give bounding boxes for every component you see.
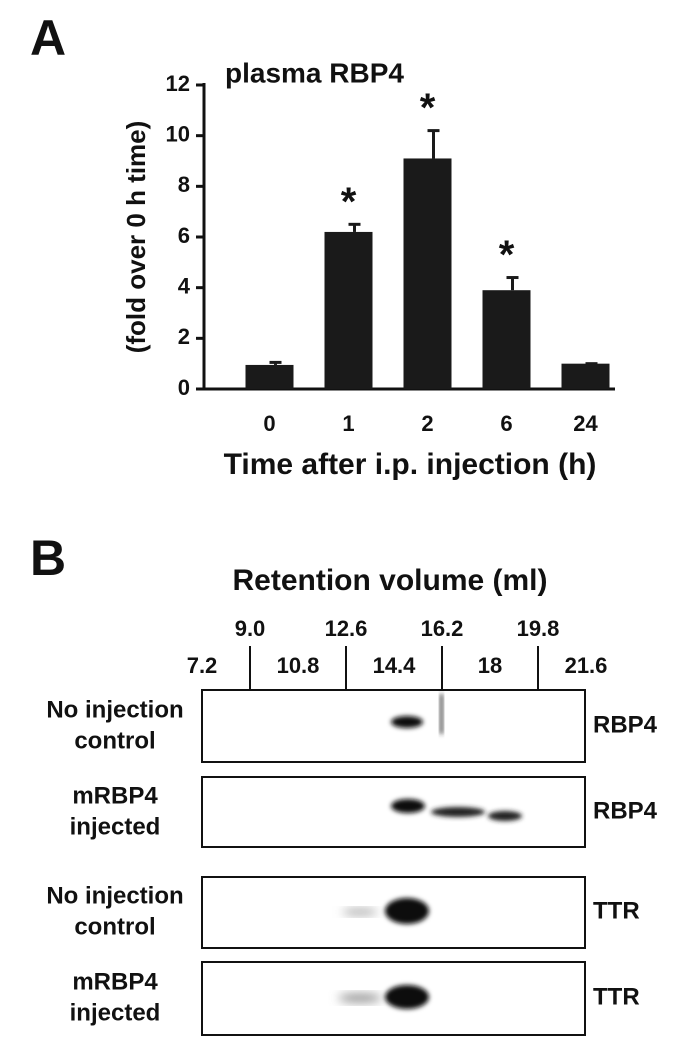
x-tick-label: 1 — [342, 411, 354, 436]
y-tick-label: 10 — [166, 121, 190, 146]
band — [385, 985, 429, 1009]
protein-label: TTR — [593, 897, 640, 924]
y-tick-label: 12 — [166, 71, 190, 96]
x-tick-label: 19.8 — [517, 616, 560, 641]
band — [488, 811, 522, 821]
band — [391, 716, 423, 728]
chart-title: plasma RBP4 — [225, 57, 404, 88]
x-axis-label: Time after i.p. injection (h) — [224, 448, 597, 481]
blot-frame — [201, 776, 586, 848]
x-tick-label: 24 — [573, 411, 598, 436]
y-tick-label: 6 — [178, 223, 190, 248]
y-axis-label: (fold over 0 h time) — [121, 121, 151, 354]
significance-mark: * — [499, 233, 515, 277]
row-label: mRBP4 — [72, 782, 158, 809]
significance-mark: * — [341, 180, 357, 224]
x-tick-label: 2 — [421, 411, 433, 436]
y-tick-label: 8 — [178, 172, 190, 197]
x-tick-label: 6 — [500, 411, 512, 436]
x-tick-label: 21.6 — [565, 653, 608, 678]
x-tick-label: 9.0 — [235, 616, 266, 641]
x-tick-label: 18 — [478, 653, 502, 678]
x-tick-label: 0 — [263, 411, 275, 436]
panel-label: A — [30, 10, 66, 66]
bar — [245, 364, 294, 389]
band — [431, 807, 485, 817]
protein-label: RBP4 — [593, 711, 658, 738]
row-label: No injection — [46, 696, 183, 723]
bar — [482, 290, 531, 389]
blots — [201, 689, 586, 1036]
artifact — [440, 694, 443, 734]
y-tick-label: 4 — [178, 273, 191, 298]
y-tick-label: 0 — [178, 375, 190, 400]
significance-mark: * — [420, 86, 436, 130]
bar — [561, 363, 610, 389]
band — [391, 799, 425, 813]
protein-label: TTR — [593, 983, 640, 1010]
band — [338, 994, 382, 1002]
x-tick-label: 14.4 — [373, 653, 417, 678]
x-tick-label: 12.6 — [325, 616, 368, 641]
row-label: control — [74, 913, 155, 940]
blot-frame — [201, 689, 586, 763]
y-tick-label: 2 — [178, 324, 190, 349]
protein-label: RBP4 — [593, 797, 658, 824]
row-label: control — [74, 727, 155, 754]
bar — [324, 231, 373, 389]
x-tick-label: 10.8 — [277, 653, 320, 678]
panel-b-title: Retention volume (ml) — [232, 564, 547, 597]
row-label: mRBP4 — [72, 968, 158, 995]
band — [342, 909, 378, 915]
x-tick-label: 7.2 — [187, 653, 218, 678]
x-tick-label: 16.2 — [421, 616, 464, 641]
row-label: injected — [70, 999, 161, 1026]
panel-label: B — [30, 530, 66, 586]
band — [385, 898, 429, 924]
row-label: injected — [70, 813, 161, 840]
bar — [403, 158, 452, 389]
row-label: No injection — [46, 882, 183, 909]
